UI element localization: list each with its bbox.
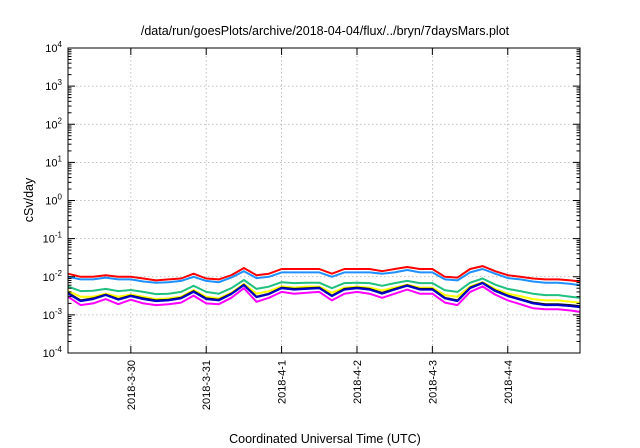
- y-tick-label: 100: [45, 193, 62, 208]
- series-line-3: [67, 277, 581, 299]
- x-axis-ticks: 2018-3-30 2018-3-31 2018-4-1 2018-4-2 2018-4…: [126, 48, 515, 410]
- y-tick-label: 103: [45, 78, 62, 93]
- series-line-2: [67, 268, 581, 287]
- y-tick-label: 102: [45, 116, 62, 131]
- grid: [68, 48, 580, 353]
- series-layer: [67, 265, 581, 313]
- x-tick-label: 2018-4-1: [277, 360, 289, 404]
- y-tick-label: 10-3: [43, 307, 63, 322]
- x-tick-label: 2018-4-4: [503, 360, 515, 404]
- x-axis-label: Coordinated Universal Time (UTC): [229, 432, 421, 446]
- y-tick-label: 10-1: [43, 231, 63, 246]
- y-tick-label: 104: [45, 40, 62, 55]
- x-tick-label: 2018-4-2: [352, 360, 364, 404]
- y-tick-label: 10-4: [43, 345, 63, 360]
- series-line-6: [67, 282, 581, 309]
- y-axis-label: cSv/day: [22, 177, 36, 222]
- y-axis-ticks: 10-4 10-3 10-2 10-1 100 101 102 103 104: [43, 40, 580, 360]
- x-tick-label: 2018-3-30: [126, 360, 138, 410]
- x-tick-label: 2018-4-3: [427, 360, 439, 404]
- series-line-7: [67, 285, 581, 313]
- y-tick-label: 101: [45, 154, 62, 169]
- chart-title: /data/run/goesPlots/archive/2018-04-04/f…: [141, 24, 510, 38]
- x-tick-label: 2018-3-31: [201, 360, 213, 410]
- y-tick-label: 10-2: [43, 269, 63, 284]
- series-line-1: [67, 265, 581, 283]
- series-line-4: [67, 281, 581, 304]
